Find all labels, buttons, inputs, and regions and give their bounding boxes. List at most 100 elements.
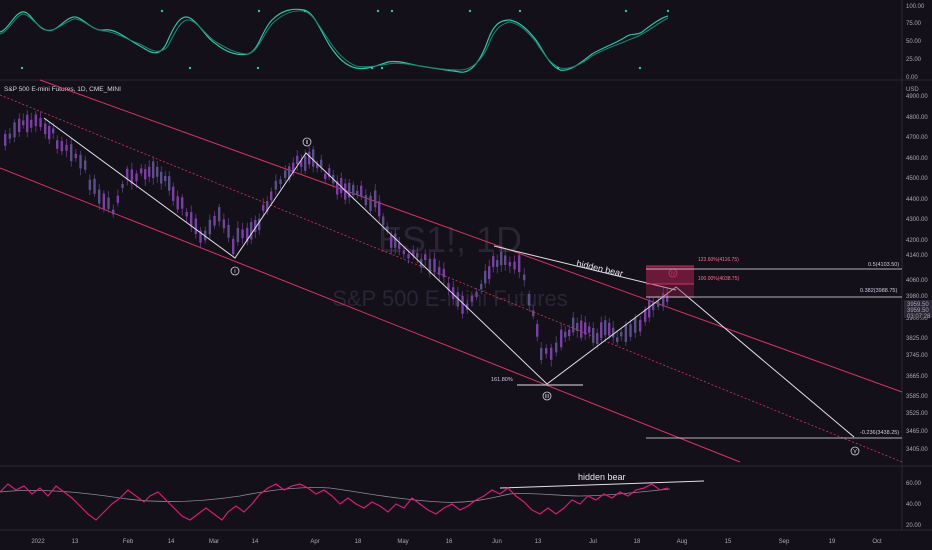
fib-0382-label: 0.382(3988.75) (860, 288, 897, 294)
candle-body (612, 327, 615, 338)
candle-body (266, 201, 269, 212)
candle-body (424, 254, 427, 261)
candle-body (545, 348, 548, 354)
channel-lower-line[interactable] (0, 167, 741, 463)
fib-extension[interactable]: 123.60%(4116.75) 100.00%(4038.75) 0.5(41… (491, 257, 902, 439)
candle-body (274, 180, 278, 190)
candle-body (378, 201, 381, 217)
hidden-bear-rsi-label: hidden bear (578, 472, 626, 482)
rsi-axis[interactable]: 60.00 40.00 20.00 (906, 481, 922, 529)
candle-body (416, 253, 419, 258)
candle-body (121, 183, 124, 188)
candle-body (279, 179, 282, 185)
candle-body (442, 268, 446, 278)
candle-body (634, 318, 637, 333)
candle-body (250, 222, 253, 240)
current-price-box (904, 300, 932, 318)
wave-path-line[interactable] (43, 117, 855, 438)
oscillator-tick-label: 0.00 (906, 75, 918, 81)
candle-body (608, 322, 611, 336)
candle-body (596, 333, 599, 345)
time-tick-label: Oct (872, 539, 882, 545)
candle-body (292, 162, 295, 174)
channel-mid-line[interactable] (0, 94, 903, 463)
candle-body (528, 293, 531, 306)
candle-body (624, 324, 628, 342)
candle-body (588, 326, 591, 333)
price-tick-label: 4600.00 (906, 156, 928, 162)
candle-body (262, 204, 265, 211)
wave-ii-label: II (306, 140, 309, 146)
candle-body (466, 303, 469, 310)
price-tick-label: 4140.00 (906, 253, 928, 259)
price-tick-label: 4200.00 (906, 238, 928, 244)
candle-body (504, 255, 507, 265)
fib-zone-lower[interactable] (646, 284, 694, 298)
candle-body (190, 212, 193, 227)
rsi-hidden-bear-line[interactable] (499, 480, 705, 489)
candle-body (629, 324, 632, 337)
candle-body (402, 250, 406, 255)
candle-body (600, 322, 603, 339)
time-tick-label: 19 (829, 539, 836, 545)
time-tick-label: 15 (725, 539, 732, 545)
price-tick-label: 4400.00 (906, 197, 928, 203)
fib-zone-upper[interactable] (646, 266, 694, 284)
time-tick-label: 14 (168, 539, 175, 545)
candle-body (433, 258, 436, 273)
candle-body (475, 291, 478, 298)
fib-1618-label: 161.80% (491, 377, 513, 383)
candle-body (140, 168, 143, 174)
candle-body (456, 292, 460, 307)
candle-body (168, 176, 171, 191)
time-axis[interactable]: 2022 13 Feb 14 Mar 14 Apr 18 May 16 Jun 13 Jul 18 Aug 1… (31, 539, 882, 545)
price-tick-label: 3465.00 (906, 429, 928, 435)
symbol-title[interactable]: S&P 500 E-mini Futures, 1D, CME_MINI (4, 86, 121, 93)
candle-body (382, 216, 385, 226)
candle-body (398, 243, 401, 249)
candle-body (254, 219, 257, 232)
candle-body (447, 283, 450, 291)
candle-body (518, 255, 521, 273)
watermark-ticker: ES1!, 1D (378, 219, 522, 260)
candle-body (390, 235, 393, 248)
candle-body (496, 260, 499, 267)
time-tick-label: Mar (209, 539, 219, 545)
channel-upper-line[interactable] (39, 79, 903, 393)
candle-body (666, 294, 669, 302)
candle-body (70, 144, 73, 162)
price-tick-label: 3525.00 (906, 411, 928, 417)
price-channel[interactable] (0, 79, 903, 463)
rsi-line (0, 483, 669, 521)
hidden-bear-line[interactable] (493, 245, 677, 291)
candle-body (438, 267, 441, 275)
oscillator-axis[interactable]: 100.00 75.00 50.00 25.00 0.00 (906, 4, 925, 81)
candle-body (65, 144, 68, 151)
candle-body (112, 209, 115, 215)
candle-body (580, 320, 583, 338)
candle-body (316, 163, 319, 169)
candle-body (232, 238, 235, 255)
elliott-wave-path[interactable] (43, 117, 855, 489)
wave-i-label: I (234, 269, 235, 275)
candle-body (60, 140, 64, 152)
price-axis[interactable]: 4900.00 4800.00 4700.00 4600.00 4500.00 4400.… (906, 94, 928, 453)
candle-body (648, 299, 651, 318)
candle-body (241, 229, 244, 239)
candle-body (324, 173, 327, 180)
current-price-tag: 3959.50 3959.50 03:07:28 (904, 300, 932, 320)
candle-body (52, 128, 55, 134)
candle-body (296, 155, 299, 165)
wave-iii-label: III (545, 394, 549, 400)
candle-body (369, 195, 372, 211)
candle-body (560, 329, 563, 348)
price-tick-label: 4700.00 (906, 135, 928, 141)
candle-body (74, 153, 78, 159)
candle-body (107, 197, 110, 209)
candle-body (152, 161, 155, 179)
candle-body (348, 182, 351, 198)
time-tick-label: 14 (252, 539, 259, 545)
candlestick-series[interactable] (4, 110, 669, 367)
